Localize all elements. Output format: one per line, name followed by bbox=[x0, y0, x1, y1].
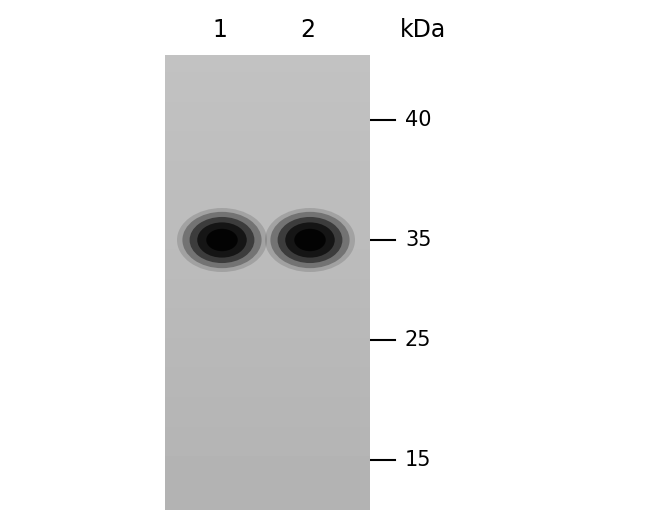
Ellipse shape bbox=[294, 229, 326, 251]
Ellipse shape bbox=[285, 222, 335, 257]
Text: 1: 1 bbox=[213, 18, 228, 42]
Ellipse shape bbox=[278, 217, 343, 263]
Ellipse shape bbox=[190, 217, 254, 263]
Text: 40: 40 bbox=[405, 110, 432, 130]
Ellipse shape bbox=[265, 208, 355, 272]
Text: 25: 25 bbox=[405, 330, 432, 350]
Text: kDa: kDa bbox=[400, 18, 447, 42]
Ellipse shape bbox=[177, 208, 267, 272]
Text: 35: 35 bbox=[405, 230, 432, 250]
Ellipse shape bbox=[270, 212, 350, 268]
Ellipse shape bbox=[197, 222, 247, 257]
Text: 15: 15 bbox=[405, 450, 432, 470]
Ellipse shape bbox=[183, 212, 261, 268]
Text: 2: 2 bbox=[300, 18, 315, 42]
Ellipse shape bbox=[206, 229, 238, 251]
